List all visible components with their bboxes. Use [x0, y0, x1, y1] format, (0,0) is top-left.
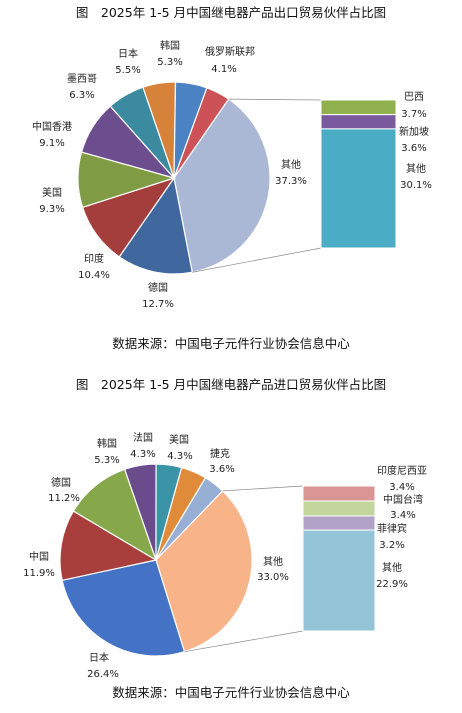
slice-value-label: 10.4%: [78, 270, 110, 281]
breakdown-segment: [302, 485, 376, 502]
pie-slice: [118, 176, 193, 275]
breakdown-label: 中国台湾: [383, 493, 423, 506]
breakdown-segment: [302, 515, 376, 531]
pie-slice: [61, 559, 186, 657]
connector-line: [192, 247, 322, 273]
breakdown-label: 新加坡: [399, 125, 429, 138]
slice-label: 墨西哥: [67, 73, 97, 85]
slice-label: 德国: [148, 281, 168, 294]
slice-label: 印度: [84, 252, 104, 265]
breakdown-label: 其他: [406, 162, 426, 175]
slice-value-label: 12.7%: [142, 299, 174, 310]
pie-slice: [59, 510, 158, 582]
breakdown-segment: [320, 114, 397, 130]
slice-value-label: 11.9%: [23, 568, 55, 579]
connector-line: [228, 98, 322, 101]
connector-line: [184, 630, 304, 653]
breakdown-label: 印度尼西亚: [377, 464, 427, 477]
breakdown-value-label: 3.4%: [389, 482, 414, 493]
slice-label: 德国: [51, 476, 71, 489]
slice-label: 法国: [133, 431, 153, 444]
chart-title: 图 2025年 1-5 月中国继电器产品进口贸易伙伴占比图: [76, 377, 386, 392]
breakdown-value-label: 3.6%: [401, 143, 426, 154]
slice-value-label: 33.0%: [257, 572, 289, 583]
breakdown-segment: [302, 500, 376, 517]
pie-slice: [155, 490, 253, 653]
breakdown-value-label: 3.4%: [390, 510, 415, 521]
breakdown-segment: [320, 99, 397, 116]
slice-label: 中国香港: [32, 120, 72, 133]
slice-label: 韩国: [97, 437, 117, 450]
slice-value-label: 26.4%: [87, 669, 119, 680]
chart-title: 图 2025年 1-5 月中国继电器产品出口贸易伙伴占比图: [76, 5, 386, 20]
slice-value-label: 5.3%: [157, 57, 182, 68]
breakdown-value-label: 22.9%: [376, 579, 408, 590]
slice-value-label: 9.3%: [39, 204, 64, 215]
slice-value-label: 37.3%: [275, 176, 307, 187]
slice-label: 其他: [263, 555, 283, 568]
slice-value-label: 4.1%: [211, 64, 236, 75]
slice-value-label: 5.3%: [94, 455, 119, 466]
slice-label: 中国: [29, 550, 49, 563]
slice-label: 日本: [118, 47, 138, 60]
slice-value-label: 6.3%: [69, 90, 94, 101]
slice-value-label: 4.3%: [130, 449, 155, 460]
breakdown-value-label: 3.7%: [401, 109, 426, 120]
slice-label: 其他: [281, 158, 301, 171]
slice-label: 俄罗斯联邦: [205, 45, 255, 58]
breakdown-label: 其他: [382, 561, 402, 574]
pie-slice: [173, 98, 271, 273]
connector-line: [222, 485, 304, 492]
breakdown-label: 巴西: [404, 91, 424, 103]
slice-label: 美国: [169, 433, 189, 446]
slice-value-label: 3.6%: [209, 464, 234, 475]
slice-label: 捷克: [210, 447, 230, 460]
slice-value-label: 9.1%: [39, 138, 64, 149]
chart-source: 数据来源：中国电子元件行业协会信息中心: [112, 336, 350, 351]
breakdown-segment: [302, 529, 376, 632]
slice-label: 日本: [89, 651, 109, 664]
chart-source: 数据来源：中国电子元件行业协会信息中心: [112, 685, 350, 700]
breakdown-label: 菲律宾: [377, 522, 407, 535]
slice-label: 美国: [42, 186, 62, 199]
pie-slice: [173, 81, 208, 179]
slice-value-label: 4.3%: [167, 451, 192, 462]
breakdown-segment: [320, 128, 397, 249]
breakdown-value-label: 3.2%: [379, 540, 404, 551]
breakdown-value-label: 30.1%: [400, 180, 432, 191]
pie-slice: [155, 466, 207, 561]
slice-value-label: 5.5%: [115, 65, 140, 76]
pie-slice: [72, 468, 158, 562]
slice-value-label: 11.2%: [48, 493, 80, 504]
slice-label: 韩国: [160, 39, 180, 52]
